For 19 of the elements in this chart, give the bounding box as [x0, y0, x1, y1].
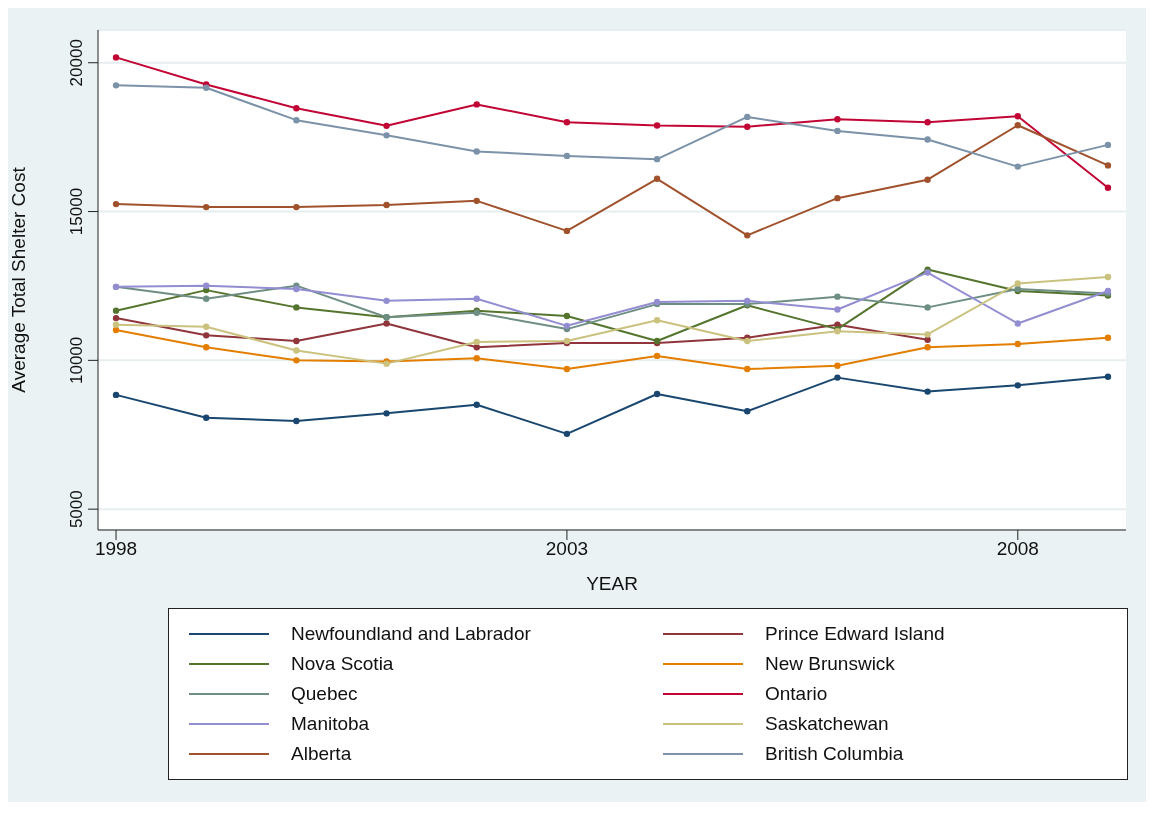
legend-label: Alberta — [291, 743, 352, 765]
x-tick-label: 2003 — [545, 538, 589, 560]
legend-label: Nova Scotia — [291, 653, 394, 675]
legend-label: Prince Edward Island — [765, 623, 945, 645]
x-tick-label: 2008 — [996, 538, 1039, 560]
legend-label: Newfoundland and Labrador — [291, 623, 531, 645]
legend-label: Ontario — [765, 683, 828, 705]
legend-label: British Columbia — [765, 743, 904, 765]
y-tick-label: 5000 — [67, 490, 86, 529]
legend-label: Manitoba — [291, 713, 370, 735]
x-axis-title: YEAR — [586, 573, 638, 594]
y-tick-label: 10000 — [67, 336, 86, 384]
y-tick-label: 15000 — [67, 187, 86, 236]
legend-label: Quebec — [291, 683, 358, 705]
legend-label: New Brunswick — [765, 653, 895, 675]
x-tick-label: 1998 — [94, 538, 138, 560]
y-axis-title: Average Total Shelter Cost — [7, 166, 29, 393]
legend-label: Saskatchewan — [765, 713, 889, 735]
y-tick-label: 20000 — [67, 39, 86, 87]
